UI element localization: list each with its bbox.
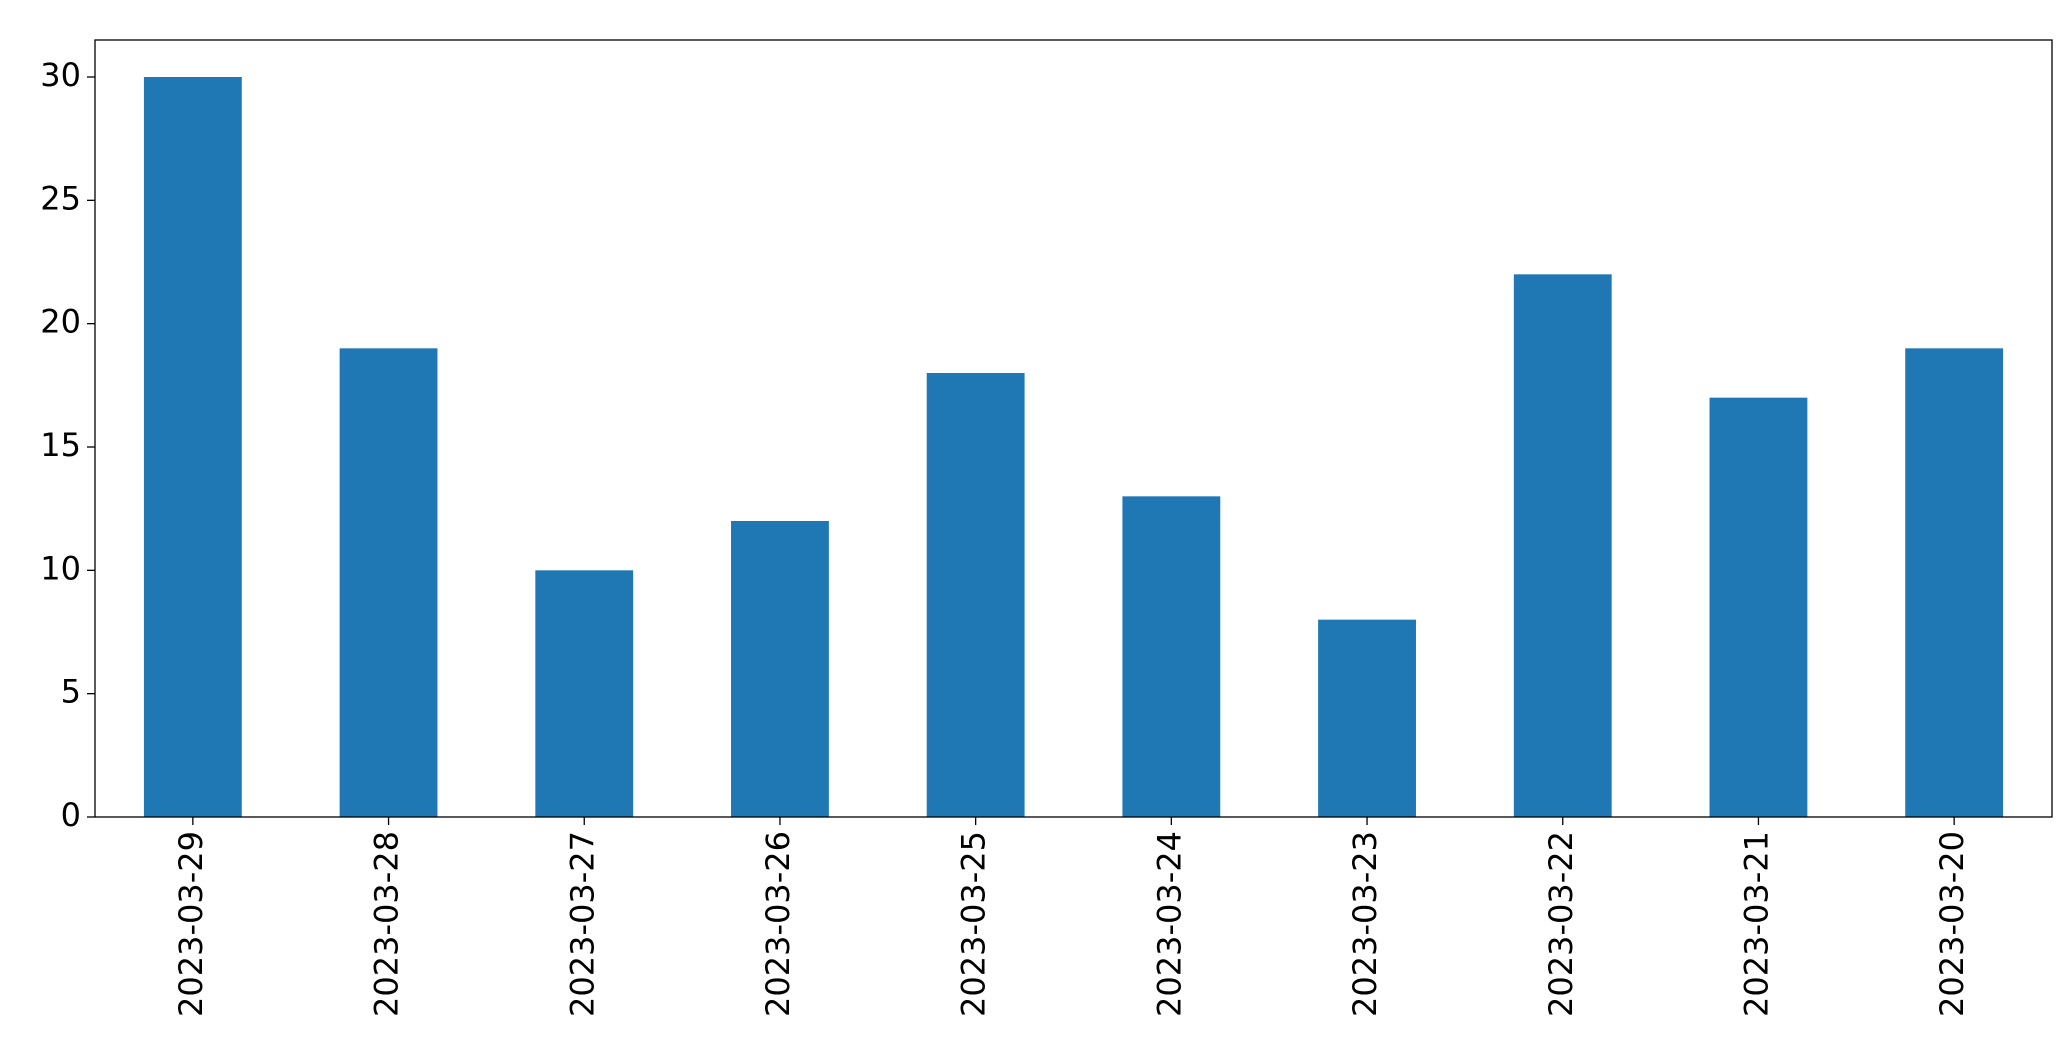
y-tick-label: 10 [40, 549, 81, 587]
y-tick-label: 0 [61, 796, 81, 834]
bar [1513, 274, 1612, 817]
y-tick-label: 30 [40, 56, 81, 94]
bar [1905, 348, 2004, 817]
x-tick-label: 2023-03-24 [1150, 831, 1188, 1017]
x-tick-label: 2023-03-20 [1933, 831, 1971, 1017]
bar [143, 77, 242, 817]
x-tick-label: 2023-03-26 [759, 831, 797, 1017]
y-tick-label: 20 [40, 303, 81, 341]
bar [731, 521, 829, 817]
bar [926, 373, 1025, 817]
x-tick-label: 2023-03-22 [1542, 831, 1580, 1017]
y-tick-label: 25 [40, 179, 81, 217]
y-tick-label: 15 [40, 426, 81, 464]
x-tick-label: 2023-03-25 [955, 831, 993, 1017]
x-tick-label: 2023-03-23 [1346, 831, 1384, 1017]
bar [339, 348, 438, 817]
plot-frame [94, 39, 2053, 818]
x-tick-label: 2023-03-21 [1737, 831, 1775, 1017]
bar [535, 570, 634, 817]
bar [1318, 619, 1416, 817]
y-tick-label: 5 [61, 673, 81, 711]
x-tick-label: 2023-03-29 [172, 831, 210, 1017]
bar [1122, 496, 1221, 817]
x-tick-label: 2023-03-28 [368, 831, 406, 1017]
x-tick-label: 2023-03-27 [563, 831, 601, 1017]
bar [1709, 397, 1808, 817]
